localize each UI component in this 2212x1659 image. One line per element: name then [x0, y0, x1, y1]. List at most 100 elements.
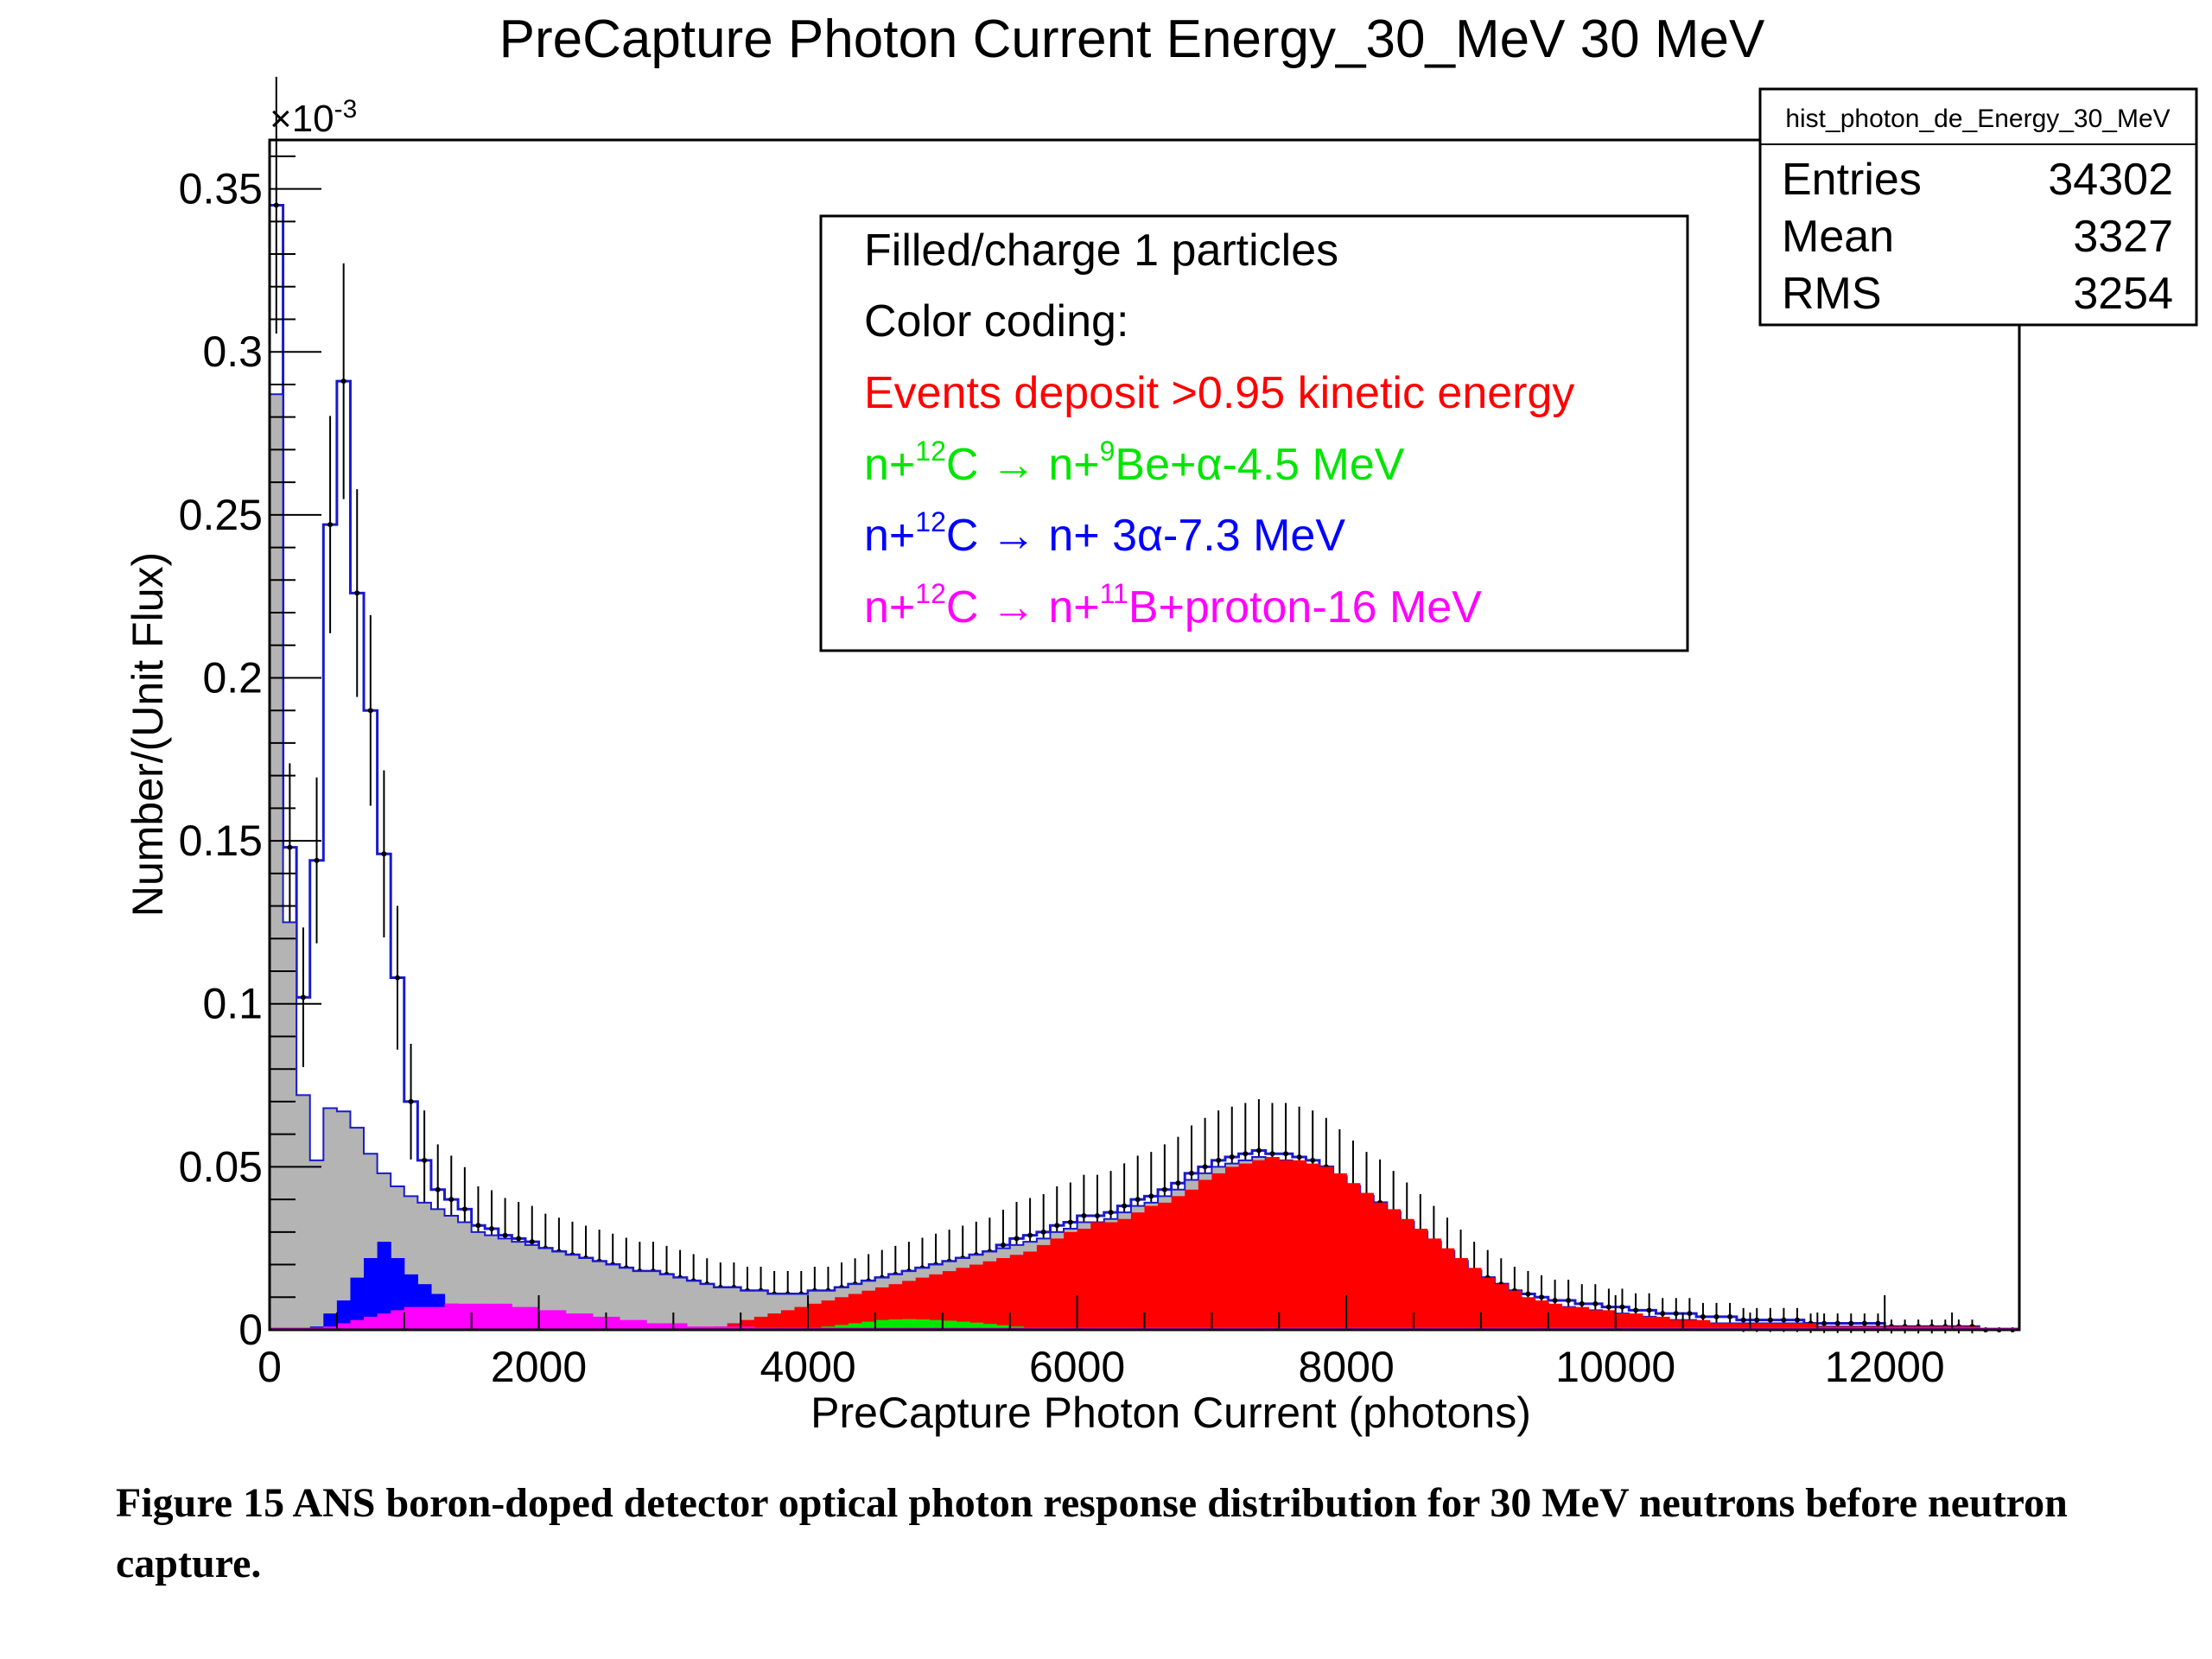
x-tick-label: 6000	[1029, 1343, 1125, 1391]
bar-red	[929, 1274, 944, 1330]
bar-red	[1508, 1290, 1522, 1330]
stats-label-entries: Entries	[1782, 155, 1922, 205]
bar-green	[942, 1320, 957, 1330]
bar-grey	[309, 1160, 324, 1330]
bar-red	[1130, 1212, 1146, 1330]
data-point	[1229, 1154, 1235, 1160]
bar-magenta	[364, 1316, 378, 1330]
bar-red	[915, 1277, 930, 1330]
x-tick-label: 8000	[1299, 1343, 1395, 1391]
bar-grey	[538, 1248, 553, 1330]
legend: Filled/charge 1 particles Color coding: …	[819, 214, 1689, 652]
bar-magenta	[430, 1306, 446, 1330]
x-tick-label: 0	[257, 1343, 282, 1391]
data-point	[1861, 1320, 1867, 1326]
bar-magenta	[471, 1303, 486, 1330]
bar-magenta	[512, 1306, 526, 1330]
legend-entry-red: Events deposit >0.95 kinetic energy	[864, 368, 1574, 418]
stats-name: hist_photon_de_Energy_30_MeV	[1785, 105, 2170, 133]
bar-red	[1185, 1189, 1199, 1330]
data-point	[1673, 1311, 1679, 1317]
bar-magenta	[350, 1319, 365, 1330]
bar-magenta	[565, 1313, 580, 1330]
bar-red	[1252, 1160, 1267, 1330]
bar-red	[1077, 1229, 1091, 1330]
bar-red	[969, 1264, 984, 1330]
bar-blue	[350, 1277, 365, 1330]
bar-red	[1803, 1323, 1818, 1330]
bar-grey	[714, 1287, 728, 1330]
bar-red	[1346, 1183, 1361, 1330]
x-tick-label: 12000	[1825, 1343, 1945, 1391]
data-point	[1000, 1242, 1006, 1248]
legend-entry-green: n+12C → n+9Be+α-4.5 MeV	[864, 435, 1405, 490]
bar-magenta	[620, 1319, 634, 1330]
x-axis-label: PreCapture Photon Current (photons)	[810, 1389, 1531, 1437]
bar-grey	[458, 1222, 473, 1330]
data-point	[1605, 1304, 1611, 1310]
data-point	[1081, 1212, 1087, 1218]
x-tick-label: 4000	[760, 1343, 855, 1391]
bar-red	[1279, 1160, 1294, 1330]
data-point	[1243, 1151, 1249, 1157]
bar-red	[1373, 1202, 1388, 1330]
data-point	[1539, 1294, 1545, 1300]
y-tick-label: 0.2	[202, 653, 263, 702]
data-point	[1067, 1219, 1073, 1225]
data-point	[354, 590, 360, 596]
bar-red	[1050, 1238, 1065, 1330]
bar-red	[1656, 1316, 1670, 1330]
bar-red	[1440, 1248, 1455, 1330]
bar-magenta	[646, 1323, 661, 1330]
data-point	[475, 1223, 481, 1229]
y-tick-label: 0.15	[179, 817, 263, 865]
bar-red	[1494, 1284, 1509, 1330]
bar-green	[929, 1319, 944, 1330]
bar-red	[821, 1300, 836, 1330]
y-tick-label: 0.05	[179, 1142, 263, 1191]
bar-red	[835, 1297, 849, 1330]
data-point	[300, 995, 306, 1001]
data-point	[1646, 1307, 1652, 1313]
data-point	[1094, 1212, 1100, 1218]
data-point	[1269, 1151, 1275, 1157]
bar-red	[996, 1258, 1011, 1330]
bar-green	[915, 1319, 930, 1330]
bar-magenta	[377, 1313, 391, 1330]
bar-red	[1292, 1160, 1307, 1330]
bar-grey	[673, 1277, 688, 1330]
bar-red	[1144, 1205, 1159, 1330]
bar-red	[1723, 1323, 1738, 1330]
bar-grey	[606, 1264, 620, 1330]
bar-red	[1764, 1323, 1778, 1330]
data-point	[1633, 1307, 1639, 1313]
data-point	[1700, 1313, 1706, 1319]
bar-red	[1265, 1157, 1280, 1330]
data-point	[1122, 1203, 1128, 1209]
bar-red	[1453, 1258, 1468, 1330]
data-point	[1216, 1157, 1222, 1163]
bar-red	[794, 1306, 809, 1330]
x-tick-label: 10000	[1555, 1343, 1675, 1391]
series-red	[714, 1157, 1980, 1330]
bar-red	[1574, 1306, 1590, 1330]
bar-red	[1480, 1277, 1496, 1330]
bar-red	[1427, 1238, 1441, 1330]
bar-green	[848, 1323, 862, 1330]
figure-caption: Figure 15 ANS boron-doped detector optic…	[116, 1480, 2068, 1586]
legend-line-filled: Filled/charge 1 particles	[864, 226, 1338, 276]
data-point	[1189, 1170, 1195, 1176]
bar-green	[861, 1321, 876, 1330]
data-point	[1310, 1157, 1316, 1163]
legend-entry-magenta: n+12C → n+11B+proton-16 MeV	[864, 578, 1482, 632]
data-point	[273, 202, 279, 208]
bar-red	[1696, 1319, 1711, 1330]
data-point	[1727, 1313, 1733, 1319]
bar-grey	[700, 1284, 715, 1330]
bar-magenta	[498, 1303, 512, 1330]
bar-red	[942, 1271, 957, 1330]
data-point	[314, 857, 320, 863]
stats-value-entries: 34302	[2048, 155, 2173, 205]
data-point	[1283, 1151, 1289, 1157]
data-point	[1148, 1193, 1154, 1199]
